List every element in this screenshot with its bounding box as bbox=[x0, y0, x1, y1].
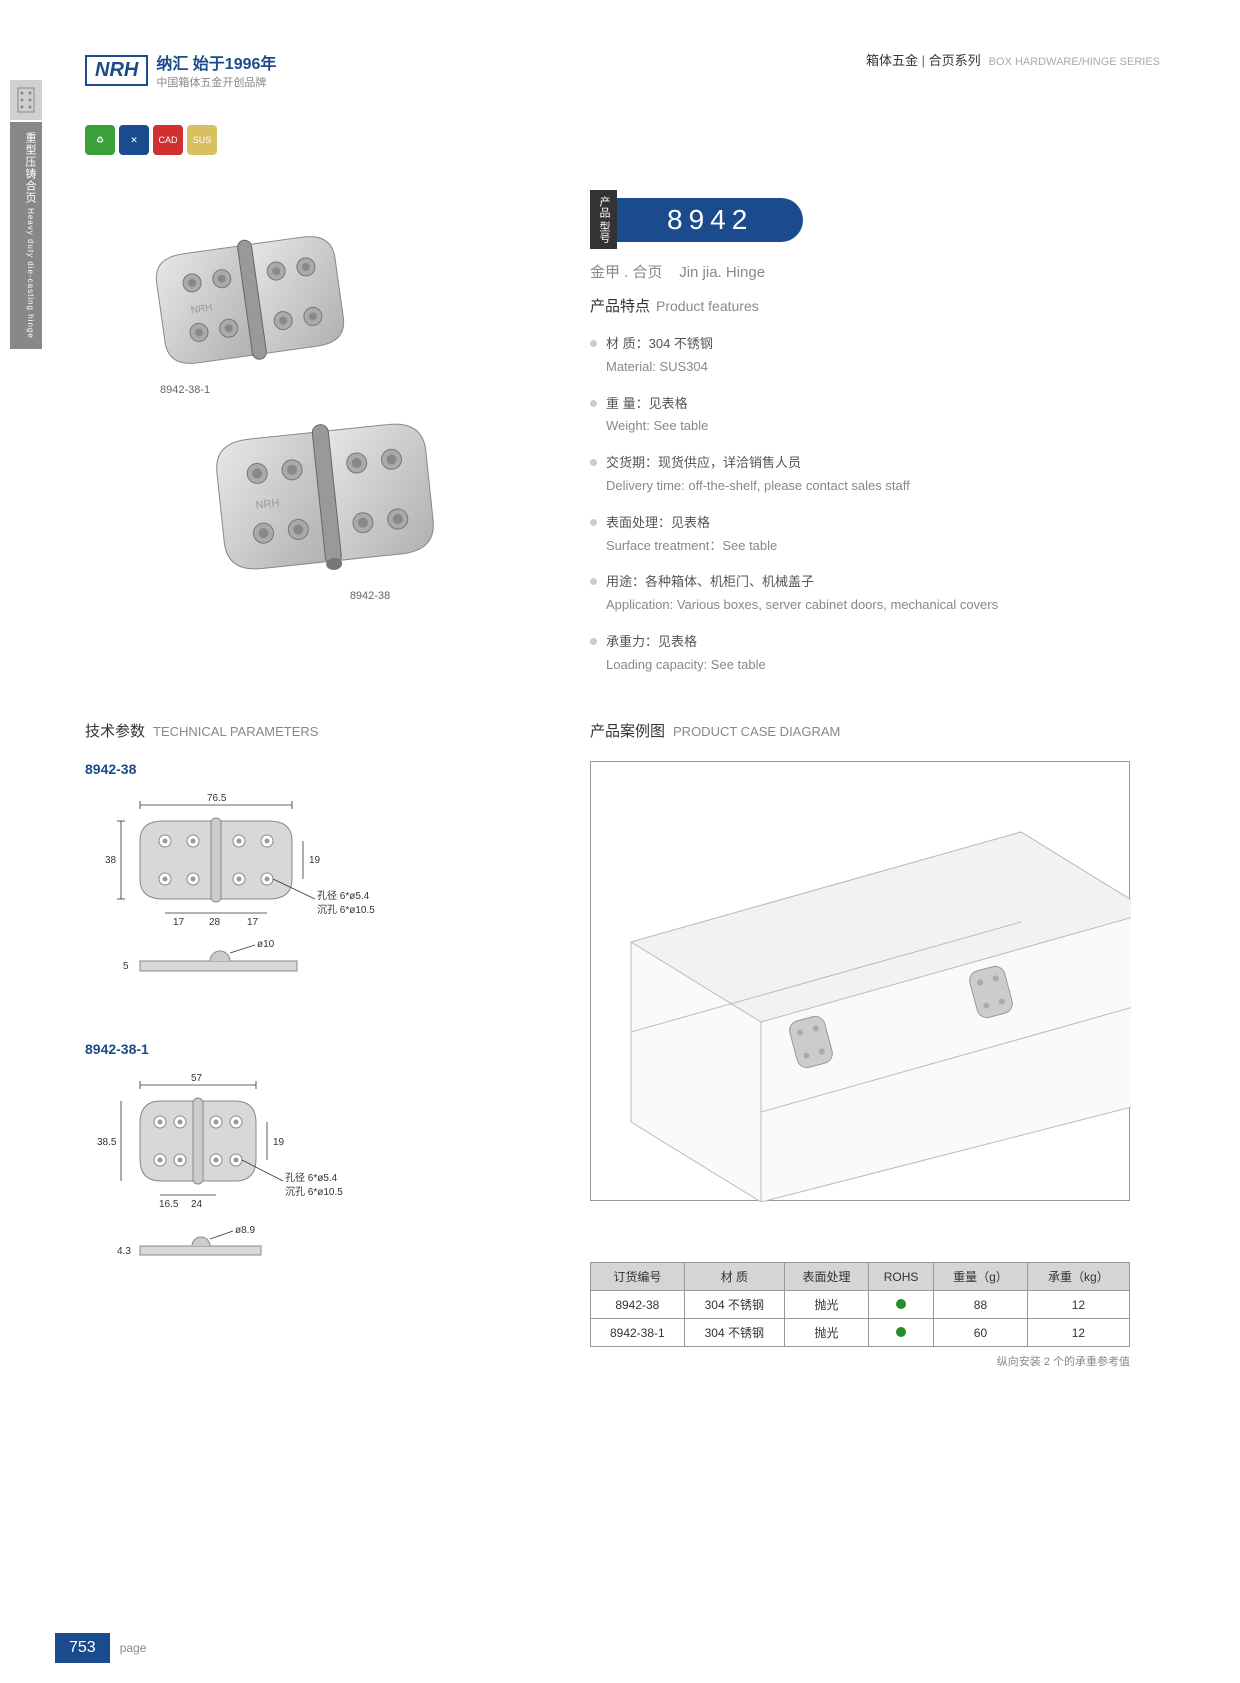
tech-model-1: 8942-38 bbox=[85, 761, 525, 777]
svg-text:沉孔 6*ø10.5: 沉孔 6*ø10.5 bbox=[285, 1185, 343, 1198]
case-diagram: 产品案例图PRODUCT CASE DIAGRAM bbox=[590, 720, 1130, 1201]
table-note: 纵向安装 2 个的承重参考值 bbox=[590, 1353, 1130, 1369]
logo-line1: 纳汇 始于1996年 bbox=[156, 50, 276, 74]
feature-item: 承重力：见表格Loading capacity: See table bbox=[590, 632, 1130, 676]
badge: CAD bbox=[153, 125, 183, 155]
table-header: 订货编号 bbox=[591, 1263, 685, 1291]
svg-text:16.5: 16.5 bbox=[159, 1199, 179, 1210]
tech-params: 技术参数TECHNICAL PARAMETERS 8942-38 76.5 38… bbox=[85, 720, 525, 1301]
feature-item: 用途：各种箱体、机柜门、机械盖子Application: Various box… bbox=[590, 572, 1130, 616]
spec-table: 订货编号材 质表面处理ROHS重量（g）承重（kg） 8942-38304 不锈… bbox=[590, 1262, 1130, 1369]
svg-text:4.3: 4.3 bbox=[117, 1246, 131, 1257]
logo-mark: NRH bbox=[85, 55, 148, 86]
svg-text:17: 17 bbox=[247, 917, 259, 928]
svg-text:24: 24 bbox=[191, 1199, 203, 1210]
product-images: NRH 8942-38-1 NRH 8942-38 bbox=[120, 220, 500, 602]
svg-text:孔径 6*ø5.4: 孔径 6*ø5.4 bbox=[285, 1171, 338, 1184]
model-number: 8942 bbox=[617, 198, 803, 242]
product-image-2: NRH bbox=[180, 406, 480, 586]
logo: NRH 纳汇 始于1996年 中国箱体五金开创品牌 bbox=[85, 50, 276, 90]
svg-text:19: 19 bbox=[309, 855, 321, 866]
product-image-1: NRH bbox=[120, 220, 380, 380]
img-label-1: 8942-38-1 bbox=[160, 384, 500, 396]
model-block: 产品 型号 8942 金甲 . 合页 Jin jia. Hinge bbox=[590, 190, 803, 282]
header-category: 箱体五金 | 合页系列BOX HARDWARE/HINGE SERIES bbox=[866, 50, 1160, 69]
svg-text:5: 5 bbox=[123, 961, 129, 972]
model-prefix: 产品 型号 bbox=[590, 190, 617, 249]
case-title: 产品案例图PRODUCT CASE DIAGRAM bbox=[590, 720, 1130, 741]
badge: ♻ bbox=[85, 125, 115, 155]
badge: ✕ bbox=[119, 125, 149, 155]
feature-item: 材 质：304 不锈钢Material: SUS304 bbox=[590, 334, 1130, 378]
logo-line2: 中国箱体五金开创品牌 bbox=[156, 74, 276, 90]
features: 产品特点Product features 材 质：304 不锈钢Material… bbox=[590, 295, 1130, 692]
table-header: 表面处理 bbox=[784, 1263, 868, 1291]
badges: ♻✕CADSUS bbox=[85, 125, 217, 155]
svg-text:28: 28 bbox=[209, 917, 221, 928]
diagram-2: 57 38.5 19 16.5 24 孔径 6*ø5.4 沉孔 6*ø10.5 … bbox=[85, 1071, 395, 1296]
img-label-2: 8942-38 bbox=[240, 590, 500, 602]
table-header: 材 质 bbox=[684, 1263, 784, 1291]
side-tab: 重型压铸合页 Heavy duty die-casting hinge bbox=[10, 80, 42, 349]
page-label: page bbox=[120, 1641, 147, 1655]
page-number: 753 bbox=[55, 1633, 110, 1663]
table-header: 承重（kg） bbox=[1027, 1263, 1129, 1291]
diagram-1: 76.5 38 19 17 28 17 孔径 6*ø5.4 沉孔 6*ø10.5… bbox=[85, 791, 395, 1006]
features-title: 产品特点Product features bbox=[590, 295, 1130, 316]
side-tab-icon bbox=[10, 80, 42, 120]
table-header: 重量（g） bbox=[934, 1263, 1028, 1291]
badge: SUS bbox=[187, 125, 217, 155]
case-box bbox=[590, 761, 1130, 1201]
svg-text:沉孔 6*ø10.5: 沉孔 6*ø10.5 bbox=[317, 903, 375, 916]
tech-title: 技术参数TECHNICAL PARAMETERS bbox=[85, 720, 525, 741]
table-row: 8942-38-1304 不锈钢抛光6012 bbox=[591, 1319, 1130, 1347]
feature-item: 表面处理：见表格Surface treatment：See table bbox=[590, 513, 1130, 557]
svg-text:38.5: 38.5 bbox=[97, 1137, 117, 1148]
svg-text:38: 38 bbox=[105, 855, 117, 866]
header: NRH 纳汇 始于1996年 中国箱体五金开创品牌 箱体五金 | 合页系列BOX… bbox=[85, 50, 1160, 90]
svg-text:57: 57 bbox=[191, 1073, 203, 1084]
svg-text:NRH: NRH bbox=[255, 497, 280, 511]
svg-text:19: 19 bbox=[273, 1137, 285, 1148]
table-row: 8942-38304 不锈钢抛光8812 bbox=[591, 1291, 1130, 1319]
side-tab-label: 重型压铸合页 Heavy duty die-casting hinge bbox=[10, 122, 42, 349]
svg-text:ø8.9: ø8.9 bbox=[235, 1225, 255, 1236]
svg-text:ø10: ø10 bbox=[257, 939, 275, 950]
table-header: ROHS bbox=[869, 1263, 934, 1291]
feature-item: 交货期：现货供应，详洽销售人员Delivery time: off-the-sh… bbox=[590, 453, 1130, 497]
model-subtitle: 金甲 . 合页 Jin jia. Hinge bbox=[590, 261, 803, 282]
tech-model-2: 8942-38-1 bbox=[85, 1041, 525, 1057]
svg-text:76.5: 76.5 bbox=[207, 793, 227, 804]
svg-text:孔径 6*ø5.4: 孔径 6*ø5.4 bbox=[317, 889, 370, 902]
svg-text:17: 17 bbox=[173, 917, 185, 928]
feature-item: 重 量：见表格Weight: See table bbox=[590, 394, 1130, 438]
page-footer: 753 page bbox=[55, 1633, 146, 1663]
